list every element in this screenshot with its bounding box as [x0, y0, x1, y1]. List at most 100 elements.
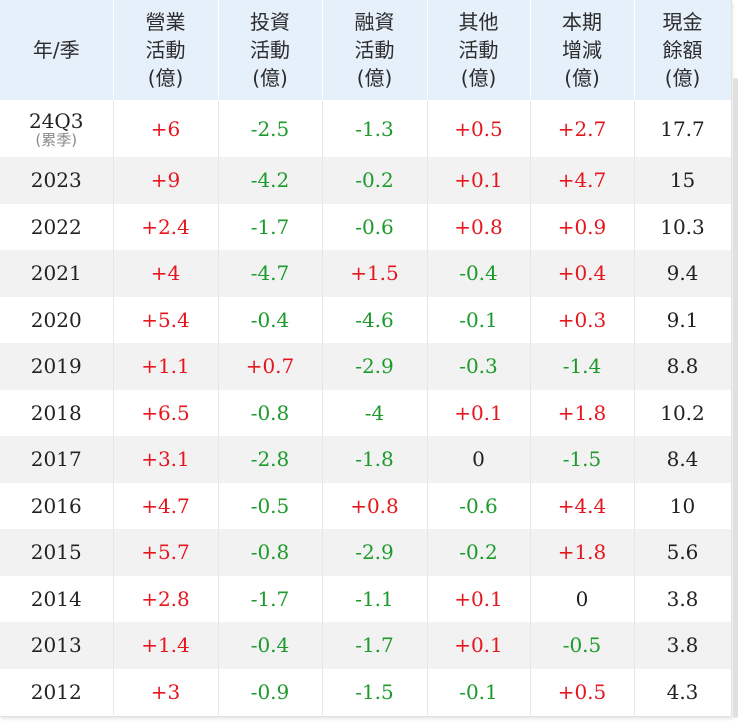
cash-balance-cell: 8.4 — [634, 436, 731, 483]
table-row: 2022 +2.4 -1.7 -0.6 +0.8 +0.9 10.3 — [0, 203, 731, 250]
header-line: 活動 — [250, 38, 290, 62]
financing-cell: -4 — [322, 389, 428, 436]
period-label: 2014 — [30, 586, 82, 611]
table-row: 2019 +1.1 +0.7 -2.9 -0.3 -1.4 8.8 — [0, 343, 731, 390]
period-label: 2021 — [30, 261, 82, 286]
period-label: 2020 — [30, 307, 82, 332]
header-line: 營業 — [145, 10, 186, 34]
operating-cell: +1.1 — [113, 343, 219, 390]
operating-cell: +4 — [113, 250, 219, 297]
header-line: (億) — [252, 66, 288, 90]
investing-cell: -0.4 — [218, 622, 323, 669]
other-cell: +0.1 — [427, 575, 531, 622]
investing-cell: -2.8 — [218, 436, 323, 483]
other-cell: -0.4 — [427, 250, 531, 297]
table-header: 年/季 營業 活動 (億) 投資 活動 (億) 融資 活動 (億) 其他 活動 (億) 本期 增減 (億) 現金… — [0, 0, 731, 100]
financing-cell: -1.8 — [322, 436, 428, 483]
header-line: 活動 — [145, 38, 186, 62]
operating-cell: +1.4 — [113, 622, 219, 669]
cash-balance-cell: 3.8 — [634, 575, 731, 622]
table-row: 2020 +5.4 -0.4 -4.6 -0.1 +0.3 9.1 — [0, 296, 731, 343]
operating-cell: +4.7 — [113, 482, 219, 529]
net-change-cell: -0.5 — [530, 622, 635, 669]
header-period: 年/季 — [0, 0, 114, 100]
period-cell: 2013 — [0, 622, 114, 669]
header-line: 投資 — [250, 10, 290, 34]
cash-balance-cell: 10.3 — [634, 203, 731, 250]
investing-cell: -0.5 — [218, 482, 323, 529]
period-label: 2019 — [30, 354, 82, 379]
header-line: 年/季 — [32, 38, 80, 62]
other-cell: -0.2 — [427, 529, 531, 576]
period-cell: 2021 — [0, 250, 114, 297]
other-cell: 0 — [427, 436, 531, 483]
period-label: 2018 — [30, 400, 82, 425]
operating-cell: +2.4 — [113, 203, 219, 250]
operating-cell: +9 — [113, 157, 219, 204]
cash-balance-cell: 3.8 — [634, 622, 731, 669]
cash-balance-cell: 4.3 — [634, 668, 731, 715]
net-change-cell: +2.7 — [530, 100, 635, 157]
header-line: 本期 — [562, 10, 602, 34]
financing-cell: -2.9 — [322, 343, 428, 390]
header-cash-balance: 現金餘額 (億) — [634, 0, 731, 100]
period-cell: 2014 — [0, 575, 114, 622]
table-row: 2013 +1.4 -0.4 -1.7 +0.1 -0.5 3.8 — [0, 622, 731, 669]
period-cell: 2012 — [0, 668, 114, 715]
other-cell: -0.3 — [427, 343, 531, 390]
cash-balance-cell: 5.6 — [634, 529, 731, 576]
financing-cell: -1.3 — [322, 100, 428, 157]
investing-cell: -4.7 — [218, 250, 323, 297]
investing-cell: -4.2 — [218, 157, 323, 204]
table-row: 24Q3 (累季) +6 -2.5 -1.3 +0.5 +2.7 17.7 — [0, 100, 731, 157]
header-line: 增減 — [562, 38, 602, 62]
table-row: 2014 +2.8 -1.7 -1.1 +0.1 0 3.8 — [0, 575, 731, 622]
period-note: (累季) — [35, 130, 78, 149]
period-label: 2016 — [30, 493, 82, 518]
header-other: 其他 活動 (億) — [427, 0, 531, 100]
investing-cell: -1.7 — [218, 575, 323, 622]
period-label: 2023 — [30, 168, 82, 193]
operating-cell: +6 — [113, 100, 219, 157]
net-change-cell: +0.4 — [530, 250, 635, 297]
period-cell: 24Q3 (累季) — [0, 100, 114, 157]
net-change-cell: 0 — [530, 575, 635, 622]
period-cell: 2023 — [0, 157, 114, 204]
header-financing: 融資 活動 (億) — [322, 0, 428, 100]
header-line: (億) — [564, 66, 600, 90]
table-row: 2015 +5.7 -0.8 -2.9 -0.2 +1.8 5.6 — [0, 529, 731, 576]
other-cell: -0.1 — [427, 296, 531, 343]
net-change-cell: +1.8 — [530, 529, 635, 576]
investing-cell: -2.5 — [218, 100, 323, 157]
net-change-cell: +1.8 — [530, 389, 635, 436]
table-body: 24Q3 (累季) +6 -2.5 -1.3 +0.5 +2.7 17.7 2023 +9 -4.2… — [0, 100, 731, 715]
other-cell: +0.1 — [427, 622, 531, 669]
financing-cell: -1.5 — [322, 668, 428, 715]
financing-cell: -1.1 — [322, 575, 428, 622]
header-line: 餘額 — [662, 38, 703, 62]
period-label: 2013 — [30, 633, 82, 658]
header-line: (億) — [147, 66, 184, 90]
header-line: 融資 — [354, 10, 395, 34]
period-cell: 2017 — [0, 436, 114, 483]
other-cell: +0.8 — [427, 203, 531, 250]
net-change-cell: +4.7 — [530, 157, 635, 204]
period-label: 2022 — [30, 214, 82, 239]
other-cell: +0.5 — [427, 100, 531, 157]
header-line: 活動 — [458, 38, 499, 62]
cashflow-table: 年/季 營業 活動 (億) 投資 活動 (億) 融資 活動 (億) 其他 活動 (億) 本期 增減 (億) 現金… — [0, 0, 731, 715]
vertical-scrollbar[interactable] — [733, 78, 738, 718]
table-row: 2017 +3.1 -2.8 -1.8 0 -1.5 8.4 — [0, 436, 731, 483]
cash-balance-cell: 9.1 — [634, 296, 731, 343]
header-line: (億) — [664, 66, 701, 90]
cash-balance-cell: 15 — [634, 157, 731, 204]
header-line: 現金 — [662, 10, 703, 34]
financing-cell: -1.7 — [322, 622, 428, 669]
operating-cell: +2.8 — [113, 575, 219, 622]
table-row: 2016 +4.7 -0.5 +0.8 -0.6 +4.4 10 — [0, 482, 731, 529]
period-cell: 2016 — [0, 482, 114, 529]
net-change-cell: +0.9 — [530, 203, 635, 250]
financing-cell: +0.8 — [322, 482, 428, 529]
financing-cell: -0.2 — [322, 157, 428, 204]
period-label: 2017 — [30, 447, 82, 472]
